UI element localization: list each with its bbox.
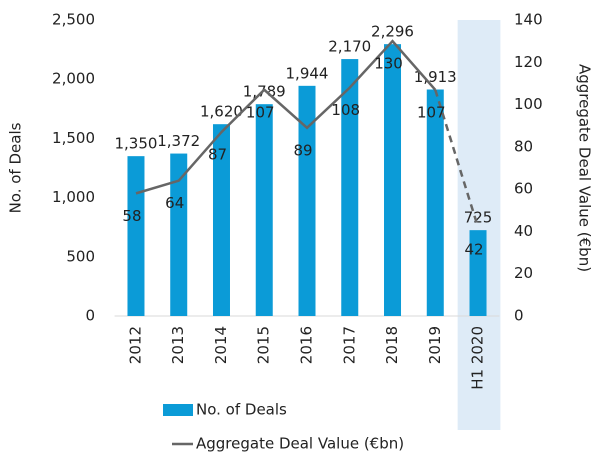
x-tick-label: 2016 (298, 326, 316, 364)
line-value-label: 108 (331, 101, 360, 119)
highlight-band (457, 20, 501, 430)
bar (170, 153, 188, 316)
bar (298, 85, 316, 316)
bar (341, 59, 359, 317)
bar (384, 44, 402, 317)
x-tick-label: 2019 (426, 326, 444, 364)
bar-value-label: 1,372 (157, 132, 200, 150)
y-tick-label: 2,000 (52, 70, 95, 88)
x-tick-label: 2014 (212, 326, 230, 364)
line-value-label: 130 (374, 55, 403, 73)
x-tick-label: 2013 (169, 326, 187, 364)
y2-axis-label: Aggregate Deal Value (€bn) (576, 64, 594, 272)
y-tick-label: 1,000 (52, 188, 95, 206)
bar-value-label: 2,296 (371, 23, 414, 41)
y2-tick-label: 120 (514, 53, 543, 71)
bar (255, 104, 273, 316)
line-value-label: 64 (165, 194, 184, 212)
y-tick-label: 1,500 (52, 129, 95, 147)
y-tick-label: 500 (66, 247, 95, 265)
x-tick-label: H1 2020 (469, 326, 487, 390)
legend-label: No. of Deals (196, 401, 287, 419)
line-value-label: 89 (293, 141, 312, 159)
x-tick-label: 2012 (126, 326, 144, 364)
bar-value-label: 725 (464, 209, 493, 227)
y2-tick-label: 60 (514, 180, 533, 198)
legend-swatch (163, 404, 193, 416)
bar-value-label: 1,350 (115, 135, 158, 153)
y-axis-label: No. of Deals (7, 122, 25, 213)
y2-tick-label: 0 (514, 307, 524, 325)
y2-tick-label: 140 (514, 11, 543, 29)
bar (469, 230, 487, 316)
y-tick-label: 0 (85, 307, 95, 325)
legend-label: Aggregate Deal Value (€bn) (196, 435, 404, 453)
y2-tick-label: 20 (514, 264, 533, 282)
x-tick-label: 2017 (340, 326, 358, 364)
bar-value-label: 2,170 (328, 38, 371, 56)
y-tick-label: 2,500 (52, 11, 95, 29)
bar (127, 156, 145, 316)
x-tick-label: 2018 (383, 326, 401, 364)
bar (212, 124, 230, 316)
line-value-label: 107 (417, 103, 446, 121)
bar-value-label: 1,620 (200, 103, 243, 121)
y2-tick-label: 40 (514, 222, 533, 240)
line-value-label: 87 (208, 146, 227, 164)
bar-value-label: 1,913 (414, 68, 457, 86)
y2-tick-label: 100 (514, 95, 543, 113)
line-value-label: 58 (122, 207, 141, 225)
line (135, 39, 437, 195)
line-value-label: 42 (464, 241, 483, 259)
bar-value-label: 1,944 (286, 64, 329, 82)
line-value-label: 107 (246, 103, 275, 121)
bar-value-label: 1,789 (243, 83, 286, 101)
bar (426, 89, 444, 317)
x-tick-label: 2015 (255, 326, 273, 364)
y2-tick-label: 80 (514, 137, 533, 155)
